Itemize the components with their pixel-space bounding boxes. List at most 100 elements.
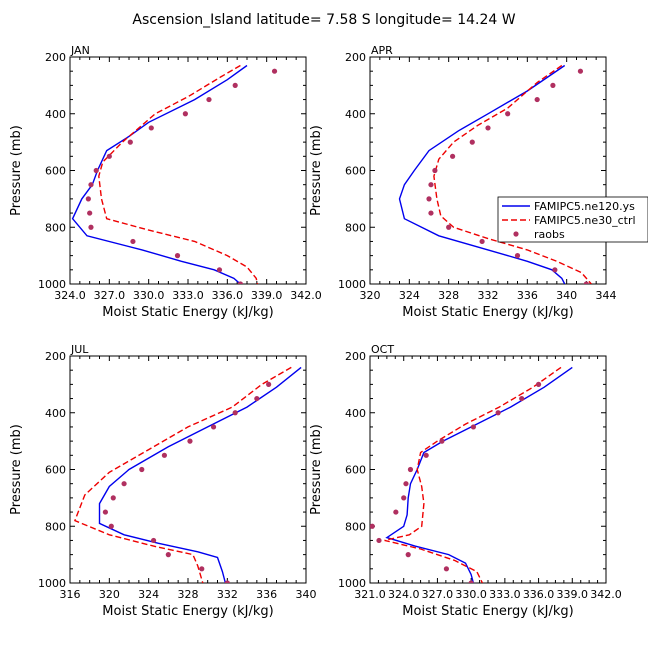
x-tick-label: 324.0 — [54, 289, 86, 302]
raobs-point — [407, 466, 414, 473]
y-tick-label: 600 — [45, 464, 66, 477]
x-tick-label: 324.0 — [388, 588, 420, 601]
raobs-point — [583, 281, 589, 284]
raobs-point — [106, 153, 112, 159]
panel-jul: JUL 316 320 324 328 332 336 340 200 400 600 800 1000… — [9, 343, 317, 619]
y-tick-label: 600 — [345, 464, 366, 477]
y-tick-label: 400 — [45, 108, 66, 121]
raobs-point — [127, 139, 133, 145]
x-tick-label: 339.0 — [557, 588, 589, 601]
raobs-point — [479, 238, 485, 245]
raobs-point — [210, 424, 217, 430]
raobs-point — [121, 481, 127, 487]
y-tick-label: 200 — [45, 51, 66, 64]
x-tick-label: 324 — [399, 289, 420, 302]
x-tick-label: 340 — [556, 289, 577, 302]
raobs-point — [199, 566, 205, 572]
raobs-point — [271, 68, 278, 74]
panel-label: APR — [371, 44, 393, 57]
raobs-point — [550, 82, 556, 88]
x-tick-label: 339.0 — [251, 289, 283, 302]
raobs-point — [552, 267, 558, 273]
ne120-ys-line — [98, 366, 302, 583]
ne120-ys-line — [398, 64, 566, 284]
y-tick-label: 1000 — [338, 278, 366, 291]
y-axis-label: Pressure (mb) — [309, 125, 324, 216]
raobs-point — [93, 167, 99, 174]
x-tick-label: 330.0 — [455, 588, 487, 601]
series-group — [370, 366, 573, 583]
x-tick-label: 320 — [99, 588, 120, 601]
raobs-point — [254, 395, 260, 402]
raobs-point — [150, 537, 157, 544]
raobs-point — [577, 68, 584, 74]
raobs-point — [88, 182, 94, 188]
legend-label: FAMIPC5.ne30_ctrl — [534, 214, 636, 227]
raobs-point — [370, 523, 375, 529]
x-tick-label: 320 — [360, 289, 381, 302]
x-tick-label: 342.0 — [590, 588, 622, 601]
y-tick-label: 1000 — [38, 577, 66, 590]
raobs-point — [426, 196, 432, 202]
raobs-point — [534, 96, 540, 103]
raobs-point — [85, 196, 91, 202]
x-axis-label: Moist Static Energy (kJ/kg) — [102, 604, 273, 619]
y-tick-label: 800 — [345, 221, 366, 234]
raobs-point — [514, 253, 521, 259]
y-tick-label: 1000 — [338, 577, 366, 590]
y-axis-label: Pressure (mb) — [9, 424, 24, 515]
raobs-point — [439, 438, 445, 444]
ne30-ctrl-line — [98, 64, 259, 284]
legend-dot-swatch — [513, 231, 519, 237]
raobs-point — [148, 125, 154, 131]
x-tick-label: 328 — [438, 289, 459, 302]
x-tick-label: 336.0 — [523, 588, 555, 601]
x-tick-label: 336 — [517, 289, 538, 302]
y-tick-label: 400 — [45, 407, 66, 420]
x-tick-label: 321.0 — [354, 588, 386, 601]
plot-frame — [69, 56, 307, 285]
raobs-point — [450, 153, 456, 159]
raobs-point — [161, 452, 167, 458]
x-tick-label: 330.0 — [133, 289, 165, 302]
raobs-point — [232, 410, 238, 416]
raobs-point — [165, 552, 171, 558]
x-tick-label: 340 — [296, 588, 317, 601]
y-tick-label: 600 — [45, 165, 66, 178]
x-tick-label: 336.0 — [212, 289, 244, 302]
plot-frame — [69, 355, 307, 584]
x-tick-label: 327.0 — [94, 289, 126, 302]
raobs-point — [88, 224, 94, 230]
raobs-point — [216, 267, 223, 273]
raobs-point — [393, 509, 399, 515]
raobs-point — [468, 580, 474, 583]
raobs-point — [87, 210, 93, 216]
x-tick-label: 316 — [60, 588, 81, 601]
figure-title: Ascension_Island latitude= 7.58 S longit… — [132, 12, 515, 28]
legend-label: FAMIPC5.ne120.ys — [534, 200, 635, 213]
y-tick-label: 400 — [345, 108, 366, 121]
legend-label: raobs — [534, 228, 565, 241]
raobs-point — [130, 238, 136, 245]
x-tick-label: 344 — [596, 289, 617, 302]
x-tick-label: 333.0 — [489, 588, 521, 601]
raobs-point — [102, 509, 108, 515]
raobs-point — [535, 381, 542, 387]
raobs-point — [187, 438, 193, 444]
y-tick-label: 1000 — [38, 278, 66, 291]
raobs-point — [403, 481, 409, 487]
raobs-point — [237, 281, 244, 284]
series-group — [71, 64, 278, 284]
raobs-point — [443, 566, 450, 572]
y-tick-label: 800 — [45, 221, 66, 234]
raobs-point — [469, 139, 475, 145]
plot-frame — [369, 355, 607, 584]
x-tick-label: 324 — [138, 588, 159, 601]
x-tick-label: 328 — [178, 588, 199, 601]
y-axis-label: Pressure (mb) — [309, 424, 324, 515]
ne30-ctrl-line — [384, 366, 562, 583]
panel-oct: OCT 321.0 324.0 327.0 330.0 333.0 336.0 339.0 34… — [309, 343, 622, 619]
